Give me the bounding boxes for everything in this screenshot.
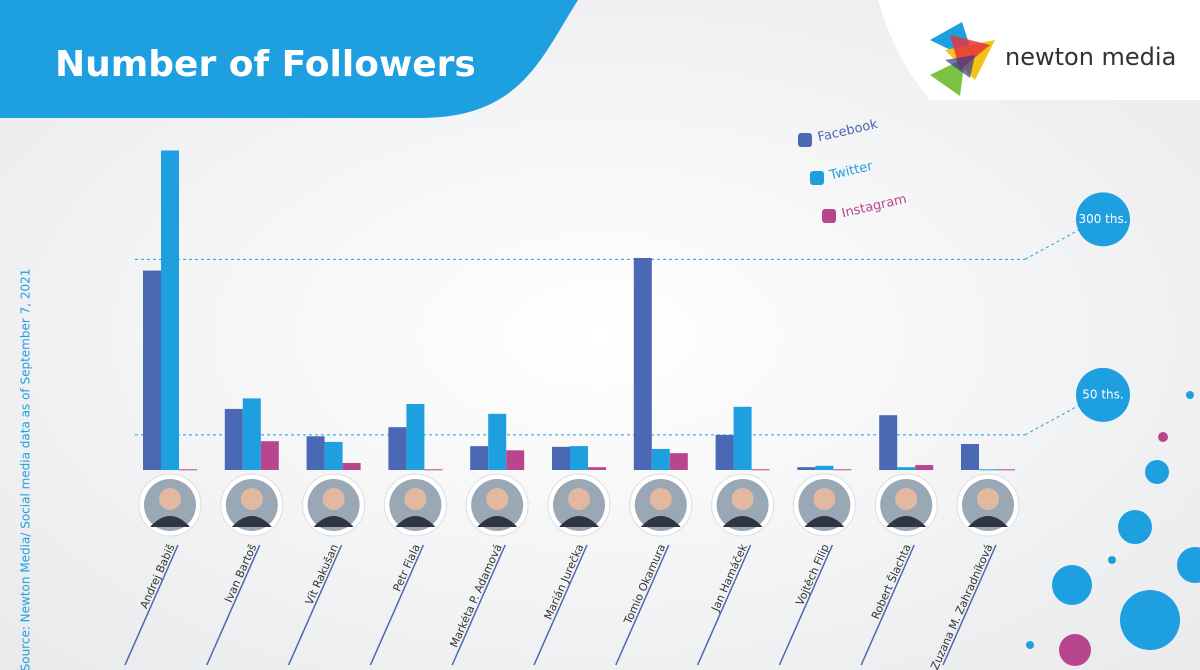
bar (997, 469, 1015, 471)
tick-connector (1024, 228, 1081, 260)
decor-icons (1026, 391, 1200, 666)
bar (488, 413, 507, 470)
bar (961, 444, 979, 470)
bar (669, 453, 688, 470)
tick-badge (1076, 192, 1130, 247)
portrait-head (731, 488, 754, 510)
bar (570, 446, 588, 470)
brand: newton media (1005, 43, 1176, 71)
bar (588, 467, 606, 470)
bar (879, 415, 898, 470)
bar (815, 465, 834, 470)
bar (342, 462, 361, 470)
bar (143, 270, 161, 470)
label-underline (778, 544, 834, 666)
portrait-body (804, 516, 845, 527)
bar (388, 427, 407, 470)
tick-badge (1076, 367, 1130, 422)
bar (751, 469, 770, 471)
source-note: Source: Newton Media/ Social media data … (19, 269, 33, 670)
tick-connector (1024, 404, 1081, 436)
bar (306, 436, 325, 470)
bar (260, 441, 279, 470)
bar (797, 467, 816, 470)
portrait-head (240, 488, 263, 510)
legend-swatch (822, 209, 836, 223)
bar (733, 406, 752, 470)
bar (715, 434, 734, 470)
chart-title: Number of Followers (55, 44, 476, 85)
portrait-body (231, 516, 272, 527)
bar (470, 446, 489, 470)
label-underline (533, 544, 588, 666)
legend-swatch (810, 171, 824, 185)
bar (224, 408, 243, 470)
bar (651, 448, 670, 470)
bar (915, 465, 934, 470)
bar (179, 469, 197, 471)
label-underline (860, 544, 915, 666)
logo-mark (930, 22, 995, 96)
y-tick-label: 300 ths. (1078, 212, 1127, 226)
label-underline (124, 544, 179, 666)
bar (552, 446, 570, 470)
portrait-body (150, 516, 190, 527)
label-underline (615, 544, 670, 666)
portrait-body (313, 516, 354, 527)
portrait-head (895, 488, 918, 510)
portrait-head (486, 488, 509, 510)
label-underline (369, 544, 425, 666)
portrait-head (159, 488, 181, 510)
portrait-head (568, 488, 590, 510)
bar (833, 469, 852, 471)
portrait-body (559, 516, 599, 527)
legend-swatch (798, 133, 812, 147)
bar (633, 257, 652, 470)
portrait-body (477, 516, 518, 527)
bar (242, 398, 261, 470)
portrait-body (395, 516, 436, 527)
portrait-head (977, 488, 999, 510)
bar (161, 150, 179, 470)
bar (424, 469, 443, 471)
portrait-head (404, 488, 427, 510)
label-underline (287, 544, 343, 666)
portrait-body (640, 516, 681, 527)
bar (506, 450, 525, 470)
portrait-body (968, 516, 1008, 527)
portrait-head (322, 488, 345, 510)
portrait-body (722, 516, 763, 527)
bar (324, 441, 343, 470)
title-banner (0, 0, 578, 118)
y-tick-label: 50 ths. (1082, 387, 1123, 401)
label-underline (696, 544, 752, 666)
portrait-head (813, 488, 836, 510)
portrait-body (886, 516, 927, 527)
label-underline (451, 544, 506, 666)
bar (979, 469, 997, 471)
bar (406, 403, 425, 470)
label-underline (942, 544, 997, 666)
portrait-head (649, 488, 672, 510)
label-underline (206, 544, 261, 666)
bar (897, 467, 916, 470)
